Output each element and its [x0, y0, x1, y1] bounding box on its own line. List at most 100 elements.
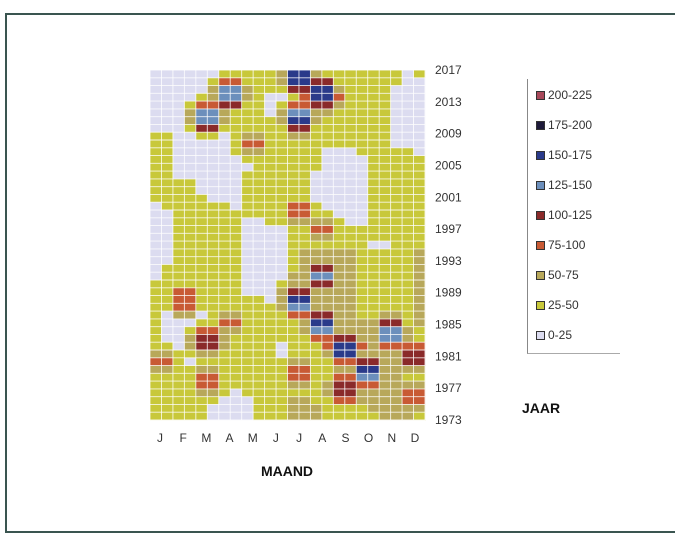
heatmap-cell [218, 210, 231, 219]
heatmap-cell [298, 365, 311, 374]
heatmap-cell [390, 202, 403, 211]
heatmap-cell [172, 202, 185, 211]
heatmap-cell [207, 233, 220, 242]
heatmap-cell [195, 85, 208, 94]
heatmap-cell [195, 318, 208, 327]
heatmap-cell [287, 202, 300, 211]
heatmap-cell [298, 178, 311, 187]
heatmap-cell [161, 171, 174, 180]
heatmap-cell [150, 186, 162, 195]
heatmap-cell [333, 303, 346, 312]
legend-label: 75-100 [548, 238, 586, 252]
heatmap-cell [172, 155, 185, 164]
heatmap-cell [344, 124, 357, 133]
heatmap-cell [172, 163, 185, 172]
heatmap-cell [298, 357, 311, 366]
heatmap-cell [172, 101, 185, 110]
heatmap-cell [264, 202, 277, 211]
heatmap-cell [184, 101, 197, 110]
heatmap-cell [241, 93, 254, 102]
heatmap-cell [195, 287, 208, 296]
heatmap-cell [161, 396, 174, 405]
heatmap-cell [184, 396, 197, 405]
heatmap-cell [172, 264, 185, 273]
heatmap-cell [207, 248, 220, 257]
heatmap-cell [184, 272, 197, 281]
heatmap-cell [333, 256, 346, 265]
heatmap-cell [287, 233, 300, 242]
heatmap-cell [253, 140, 265, 149]
heatmap-cell [413, 108, 426, 117]
heatmap-cell [253, 373, 265, 382]
heatmap-cell [276, 404, 288, 413]
heatmap-cell [264, 350, 277, 359]
heatmap-cell [184, 373, 197, 382]
heatmap-cell [276, 334, 288, 343]
heatmap-cell [298, 186, 311, 195]
heatmap-cell [195, 178, 208, 187]
y-tick-label: 1989 [435, 286, 462, 300]
heatmap-cell [333, 365, 346, 374]
heatmap-cell [333, 287, 346, 296]
heatmap-cell [207, 350, 220, 359]
heatmap-cell [150, 178, 162, 187]
heatmap-cell [413, 326, 426, 335]
heatmap-cell [344, 171, 357, 180]
heatmap-cell [276, 388, 288, 397]
heatmap-cell [161, 178, 174, 187]
heatmap-cell [150, 318, 162, 327]
heatmap-cell [402, 93, 414, 102]
heatmap-cell [310, 357, 323, 366]
heatmap-cell [230, 287, 242, 296]
heatmap-cell [172, 396, 185, 405]
heatmap-cell [287, 140, 300, 149]
heatmap-cell [287, 194, 300, 203]
heatmap-cell [298, 171, 311, 180]
heatmap-cell [333, 241, 346, 250]
heatmap-cell [413, 202, 426, 211]
heatmap-cell [379, 225, 391, 234]
heatmap-cell [172, 365, 185, 374]
heatmap-cell [241, 303, 254, 312]
heatmap-cell [218, 373, 231, 382]
heatmap-cell [402, 326, 414, 335]
heatmap-cell [379, 373, 391, 382]
heatmap-cell [276, 217, 288, 226]
y-tick-label: 2001 [435, 190, 462, 204]
heatmap-cell [287, 272, 300, 281]
heatmap-cell [264, 357, 277, 366]
heatmap-cell [241, 373, 254, 382]
heatmap-cell [390, 233, 403, 242]
heatmap-cell [287, 256, 300, 265]
heatmap-cell [367, 210, 380, 219]
heatmap-cell [310, 93, 323, 102]
heatmap-cell [276, 202, 288, 211]
heatmap-cell [172, 194, 185, 203]
heatmap-cell [356, 101, 369, 110]
heatmap-cell [344, 381, 357, 390]
heatmap-cell [287, 311, 300, 320]
heatmap-cell [253, 248, 265, 257]
heatmap-cell [367, 334, 380, 343]
heatmap-cell [195, 210, 208, 219]
heatmap-cell [161, 404, 174, 413]
heatmap-cell [413, 233, 426, 242]
heatmap-cell [402, 171, 414, 180]
heatmap-cell [207, 287, 220, 296]
heatmap-cell [195, 93, 208, 102]
heatmap-cell [276, 178, 288, 187]
heatmap-cell [356, 194, 369, 203]
heatmap-cell [230, 303, 242, 312]
heatmap-cell [276, 272, 288, 281]
heatmap-cell [172, 210, 185, 219]
heatmap-cell [413, 318, 426, 327]
heatmap-cell [298, 108, 311, 117]
heatmap-cell [287, 85, 300, 94]
heatmap-cell [218, 225, 231, 234]
heatmap-cell [287, 101, 300, 110]
heatmap-cell [367, 108, 380, 117]
heatmap-cell [287, 108, 300, 117]
heatmap-cell [367, 194, 380, 203]
heatmap-cell [379, 210, 391, 219]
heatmap-cell [230, 217, 242, 226]
